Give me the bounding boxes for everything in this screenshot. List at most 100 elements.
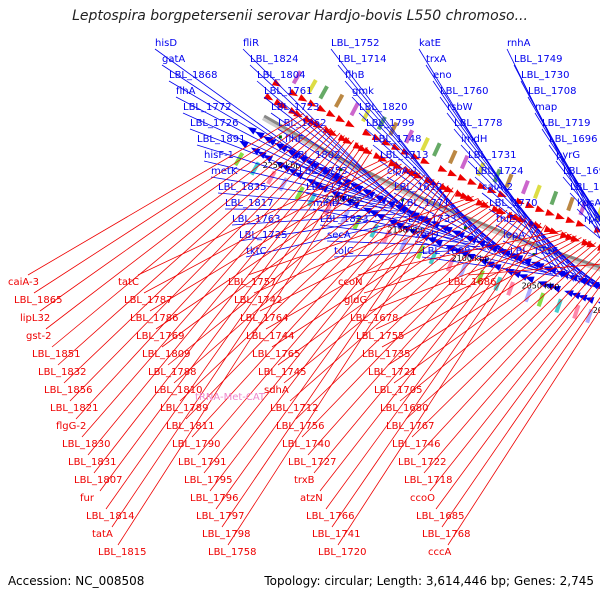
- reverse-gene-leader: [313, 217, 527, 474]
- scale-tick-label: 2050 kbp: [522, 281, 560, 290]
- scale-tick-mark: [532, 253, 536, 257]
- forward-gene-leader: [161, 64, 348, 187]
- reverse-gene-label: atzN: [300, 493, 323, 504]
- cog-feature-block: [520, 179, 530, 195]
- forward-gene-label: tktC: [246, 246, 267, 257]
- forward-gene-leader: [284, 144, 447, 233]
- reverse-gene-label: LBL_1814: [86, 511, 134, 522]
- reverse-gene-label: LBL_1685: [416, 511, 464, 522]
- reverse-gene-leader: [179, 172, 421, 402]
- reverse-gene-leader: [117, 149, 373, 546]
- forward-gene-label: map: [535, 102, 557, 113]
- forward-gene-label: flhA: [176, 86, 196, 97]
- reverse-gene-label: LBL_1767: [386, 421, 434, 432]
- forward-gene-label: rnhA: [507, 38, 531, 49]
- reverse-gene-leader: [197, 178, 435, 456]
- scale-tick-mark: [463, 226, 467, 230]
- reverse-gene-label: LBL_1791: [178, 457, 226, 468]
- reverse-gene-arrow: [345, 119, 355, 128]
- forward-gene-label: metK: [211, 166, 238, 177]
- reverse-gene-arrow: [377, 154, 388, 162]
- reverse-gene-leader: [319, 219, 532, 492]
- reverse-gene-leader: [105, 144, 364, 510]
- forward-gene-label: LBL_1724: [475, 166, 523, 177]
- forward-gene-leader: [562, 176, 600, 222]
- forward-gene-leader: [386, 176, 530, 267]
- cog-feature-block: [506, 281, 515, 296]
- reverse-gene-leader: [215, 185, 449, 510]
- reverse-gene-arrow: [444, 185, 454, 193]
- reverse-gene-leader: [39, 117, 313, 312]
- forward-gene-arrow: [239, 140, 249, 149]
- forward-gene-label: LBL_1868: [169, 70, 217, 81]
- reverse-gene-leader: [301, 213, 517, 438]
- forward-gene-label: LBL_1817: [225, 198, 273, 209]
- forward-gene-label: thiE: [496, 214, 515, 225]
- reverse-gene-leader: [271, 203, 493, 348]
- cog-feature-block: [432, 142, 442, 157]
- reverse-gene-label: LBL_1718: [404, 475, 452, 486]
- forward-gene-leader: [358, 112, 507, 258]
- cog-feature-block: [448, 149, 458, 165]
- cog-feature-block: [504, 173, 514, 188]
- reverse-gene-leader: [337, 224, 547, 546]
- cog-feature-block: [266, 170, 277, 185]
- cog-feature-block: [459, 154, 470, 170]
- cog-feature-block: [340, 209, 351, 224]
- forward-gene-label: flhF: [285, 134, 304, 145]
- reverse-gene-label: fur: [80, 493, 95, 504]
- reverse-gene-label: LBL_1811: [166, 421, 214, 432]
- reverse-gene-label: LBL_1795: [184, 475, 232, 486]
- forward-gene-arrow: [511, 271, 522, 279]
- forward-gene-leader: [407, 224, 548, 273]
- forward-gene-label: LBL_1731: [468, 150, 516, 161]
- forward-gene-label: LBL_1770: [489, 198, 537, 209]
- cog-feature-block: [572, 304, 581, 320]
- cog-feature-block: [554, 298, 563, 314]
- reverse-gene-leader: [381, 237, 582, 348]
- reverse-gene-arrow: [371, 133, 382, 141]
- scale-tick-label: 2200 kbp: [324, 195, 362, 204]
- reverse-gene-leader: [283, 207, 503, 384]
- forward-gene-leader: [502, 240, 600, 287]
- forward-gene-label: LBL_1730: [521, 70, 569, 81]
- reverse-gene-leader: [81, 135, 345, 438]
- cog-feature-block: [381, 229, 392, 244]
- reverse-gene-label: LBL_1798: [202, 529, 250, 540]
- reverse-gene-arrow: [335, 114, 346, 123]
- reverse-gene-label: LBL_1735: [362, 349, 410, 360]
- forward-gene-label: LBL_1824: [250, 54, 298, 65]
- reverse-gene-leader: [51, 122, 323, 348]
- accession-label: Accession: NC_008508: [8, 574, 145, 588]
- reverse-gene-label: tatC: [118, 277, 139, 288]
- forward-gene-label: fliR: [243, 38, 259, 49]
- reverse-gene-leader: [203, 181, 440, 474]
- reverse-gene-leader: [111, 147, 368, 528]
- reverse-gene-label: LBL_1856: [44, 385, 92, 396]
- reverse-gene-label: LBL_1712: [270, 403, 318, 414]
- reverse-gene-label: LBL_1797: [196, 511, 244, 522]
- scale-tick-mark: [278, 135, 282, 139]
- reverse-gene-label: LBL_1810: [154, 385, 202, 396]
- reverse-gene-label: LBL_1789: [160, 403, 208, 414]
- reverse-gene-arrow: [362, 128, 372, 136]
- forward-gene-leader: [351, 96, 502, 256]
- reverse-gene-arrow: [381, 138, 391, 146]
- forward-gene-label: LBL_1695: [570, 182, 600, 193]
- cog-feature-block: [420, 137, 430, 152]
- forward-gene-label: hisD: [155, 38, 177, 49]
- reverse-gene-label: LBL_1755: [356, 331, 404, 342]
- forward-gene-label: LBL_1760: [440, 86, 488, 97]
- forward-gene-arrow: [524, 276, 535, 284]
- cog-feature-block: [415, 244, 426, 260]
- reverse-gene-label: LBL_1769: [136, 331, 184, 342]
- cog-feature-block: [307, 79, 318, 94]
- cog-feature-block: [388, 121, 399, 137]
- reverse-gene-leader: [137, 156, 388, 276]
- reverse-gene-leader: [209, 183, 445, 492]
- forward-gene-label: kdsA: [577, 198, 600, 209]
- reverse-gene-leader: [155, 163, 402, 330]
- reverse-gene-label: caiA-3: [8, 277, 39, 288]
- forward-gene-label: LBL_1748: [373, 134, 421, 145]
- reverse-gene-arrow: [487, 186, 497, 193]
